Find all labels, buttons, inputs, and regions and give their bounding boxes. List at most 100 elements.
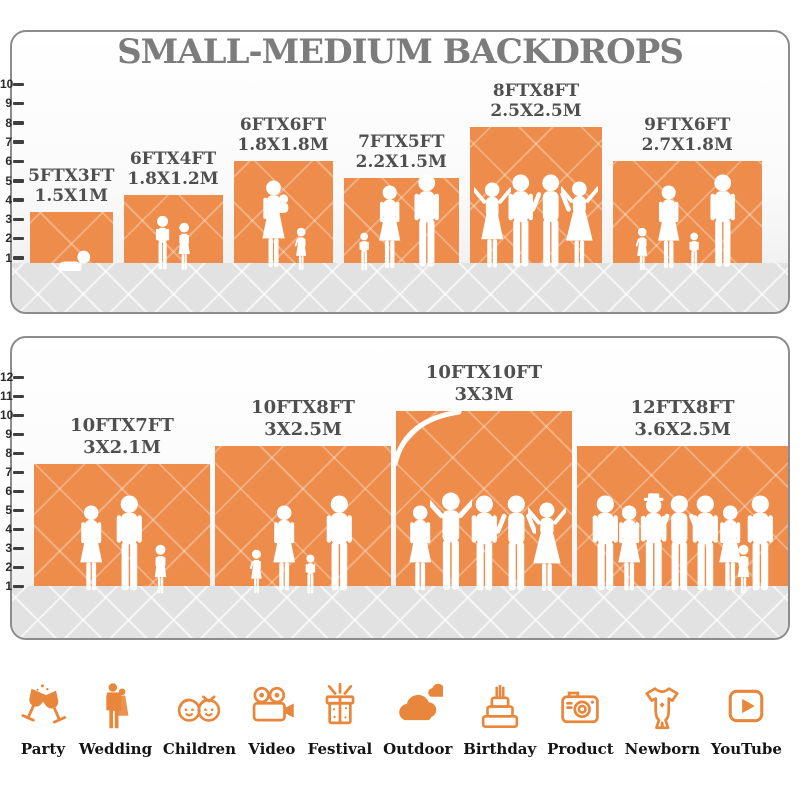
backdrop-10ftx10ft: 10FTX10FT 3X3M xyxy=(393,362,572,591)
ruler-number: 4 xyxy=(5,522,12,536)
panel-large: 10FTX7FT 3X2.1M 10FTX8FT 3X2.5M 10FTX10FT 3X3… xyxy=(10,336,790,640)
ruler-number: 3 xyxy=(5,541,12,555)
backdrop-7ftx5ft: 7FTX5FT 2.2X1.5M xyxy=(343,132,459,271)
woman-silhouette xyxy=(409,505,432,591)
woman-pose-silhouette xyxy=(474,182,511,268)
backdrop-10ftx8ft: 10FTX8FT 3X2.5M xyxy=(215,397,391,594)
category-children: Children xyxy=(163,658,236,758)
girl-small-silhouette xyxy=(249,549,262,594)
toddler-silhouette xyxy=(689,232,700,271)
man-akimbo-silhouette xyxy=(531,174,571,268)
floor xyxy=(12,586,788,638)
ruler-tick xyxy=(13,527,24,531)
girl-silhouette xyxy=(178,222,191,270)
category-party: Party xyxy=(18,658,68,758)
floor xyxy=(12,263,788,312)
ruler-tick xyxy=(13,413,24,417)
girl-small-silhouette xyxy=(635,227,647,271)
youtube-icon xyxy=(729,689,764,723)
man-silhouette xyxy=(326,495,352,590)
ruler-tick xyxy=(13,217,24,222)
category-label: YouTube xyxy=(710,740,782,758)
category-label: Outdoor xyxy=(383,740,453,758)
category-label: Product xyxy=(547,740,614,758)
ruler-number: 9 xyxy=(5,427,12,441)
ruler-tick xyxy=(13,140,24,144)
ruler-tick xyxy=(13,236,24,241)
man-silhouette xyxy=(710,174,735,268)
people-silhouettes xyxy=(215,495,391,597)
ruler-tick xyxy=(13,159,24,164)
man-akimbo-silhouette xyxy=(495,495,537,590)
ruler-tick xyxy=(13,470,24,474)
ruler-tick xyxy=(13,375,24,379)
ruler-number: 9 xyxy=(5,96,12,111)
ruler-tick xyxy=(13,451,24,455)
ruler-number: 7 xyxy=(5,134,12,149)
ruler-number: 4 xyxy=(5,192,12,207)
backdrop-size-label: 5FTX3FT 1.5X1M xyxy=(28,165,115,207)
ruler-number: 3 xyxy=(5,212,12,227)
man-akimbo-silhouette xyxy=(659,495,700,590)
ruler-tick xyxy=(13,256,24,260)
ruler-tick xyxy=(13,101,24,106)
girl-small-silhouette xyxy=(295,227,307,271)
ruler-number: 8 xyxy=(5,446,12,460)
man-silhouette xyxy=(693,495,719,590)
backdrop-10ftx7ft: 10FTX7FT 3X2.1M xyxy=(34,415,210,593)
ruler-tick xyxy=(13,198,24,202)
ruler-number: 10 xyxy=(0,408,14,422)
people-silhouettes xyxy=(234,180,333,273)
baby-crawling-silhouette xyxy=(58,250,91,271)
backdrop-size-label: 9FTX6FT 2.7X1.8M xyxy=(641,114,733,156)
backdrop-stage: 5FTX3FT 1.5X1M 6FTX4FT 1.8X1.2M 6FTX6FT 1.8X1… xyxy=(28,32,762,271)
ruler-number: 5 xyxy=(5,173,12,188)
ruler-tick xyxy=(13,565,24,569)
man-pose-silhouette xyxy=(430,492,472,590)
category-label: Children xyxy=(162,740,236,758)
woman-dress-pose-silhouette xyxy=(527,501,566,591)
panel-small-medium: SMALL-MEDIUM BACKDROPS 5FTX3FT 1.5X1M 6FTX… xyxy=(10,30,790,314)
ruler-number: 6 xyxy=(5,154,12,169)
wedding-icon xyxy=(106,683,129,729)
man-silhouette xyxy=(747,495,773,590)
category-label: Wedding xyxy=(78,740,153,758)
woman-silhouette xyxy=(618,505,640,591)
toddler-silhouette xyxy=(305,554,316,594)
boy-silhouette xyxy=(156,216,170,270)
man-silhouette xyxy=(117,495,143,590)
man-silhouette xyxy=(592,495,618,590)
backdrop-size-label: 6FTX6FT 1.8X1.8M xyxy=(237,114,329,156)
woman-dress-pose-silhouette xyxy=(561,181,598,268)
backdrop-size-label: 10FTX10FT 3X3M xyxy=(425,362,543,406)
ruler-tick xyxy=(13,179,24,183)
backdrop-9ftx6ft: 9FTX6FT 2.7X1.8M xyxy=(613,115,762,271)
category-label: Birthday xyxy=(463,740,537,758)
category-row: Party Wedding Children Video Festival Outdoor… xyxy=(0,658,800,758)
ruler-number: 10 xyxy=(0,77,14,91)
backdrop-size-label: 8FTX8FT 2.5X2.5M xyxy=(490,80,582,122)
people-silhouettes xyxy=(34,495,210,597)
backdrop-size-label: 7FTX5FT 2.2X1.5M xyxy=(355,131,447,173)
category-product: Product xyxy=(547,658,614,758)
ruler-number: 5 xyxy=(5,503,12,517)
girl-silhouette xyxy=(738,544,750,593)
people-silhouettes xyxy=(344,174,460,273)
woman-silhouette xyxy=(80,505,103,591)
outdoor-icon xyxy=(398,683,443,721)
ruler-number: 12 xyxy=(0,370,14,384)
backdrop-6ftx6ft: 6FTX6FT 1.8X1.8M xyxy=(233,115,333,271)
backdrop-stage: 10FTX7FT 3X2.1M 10FTX8FT 3X2.5M 10FTX10FT 3X3… xyxy=(34,338,788,594)
ruler-number: 2 xyxy=(5,560,12,574)
people-silhouettes xyxy=(613,174,762,273)
ruler-tick xyxy=(13,508,24,512)
people-silhouettes xyxy=(124,215,223,273)
category-newborn: Newborn xyxy=(625,658,700,758)
category-label: Festival xyxy=(307,740,373,758)
ruler-number: 6 xyxy=(5,484,12,498)
backdrop-size-label: 6FTX4FT 1.8X1.2M xyxy=(127,148,219,190)
man-silhouette xyxy=(414,174,440,268)
party-icon xyxy=(21,684,67,724)
woman-silhouette xyxy=(272,505,295,591)
ruler-number: 2 xyxy=(5,231,12,246)
